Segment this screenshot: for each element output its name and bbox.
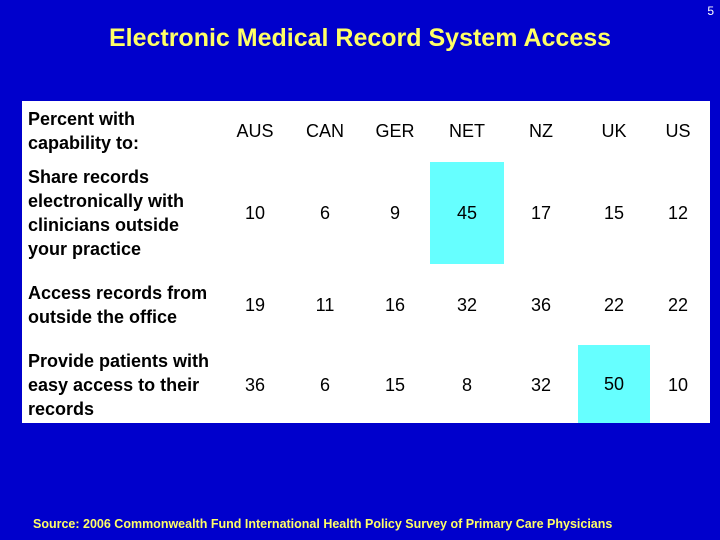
table-cell: 15 (603, 202, 625, 223)
table-cell: 36 (244, 374, 266, 395)
table-cell: 32 (456, 294, 478, 315)
table-cell: 16 (384, 294, 406, 315)
table-cell: 32 (530, 374, 552, 395)
table-cell: 6 (319, 202, 330, 223)
col-header-aus: AUS (236, 120, 274, 141)
slide-title: Electronic Medical Record System Access (108, 24, 612, 52)
table-cell: 8 (461, 374, 472, 395)
table-cell: 12 (667, 202, 689, 223)
table-cell-highlighted: 45 (430, 162, 504, 264)
table-cell: 10 (244, 202, 266, 223)
data-table: Percent with capability to: AUS CAN GER … (22, 101, 710, 423)
table-cell: 22 (667, 294, 689, 315)
table-cell: 17 (530, 202, 552, 223)
source-note: Source: 2006 Commonwealth Fund Internati… (33, 517, 613, 531)
table-cell: 36 (530, 294, 552, 315)
col-header-can: CAN (305, 120, 344, 141)
page-number: 5 (707, 4, 714, 18)
table-cell-highlighted: 50 (578, 345, 650, 423)
row-label-access-records: Access records from outside the office (28, 283, 208, 327)
table-cell: 9 (389, 202, 400, 223)
row-label-provide-patients: Provide patients with easy access to the… (28, 351, 210, 419)
row-label-share-records: Share records electronically with clinic… (28, 167, 185, 259)
table-cell: 22 (603, 294, 625, 315)
col-header-uk: UK (601, 120, 627, 141)
table-cell: 6 (319, 374, 330, 395)
corner-label: Percent with capability to: (28, 109, 140, 153)
col-header-nz: NZ (529, 120, 553, 141)
col-header-net: NET (449, 120, 485, 141)
table-cell: 10 (667, 374, 689, 395)
table-cell: 11 (315, 294, 335, 315)
table-cell: 19 (244, 294, 266, 315)
col-header-us: US (665, 120, 691, 141)
col-header-ger: GER (375, 120, 415, 141)
table-cell: 15 (384, 374, 406, 395)
